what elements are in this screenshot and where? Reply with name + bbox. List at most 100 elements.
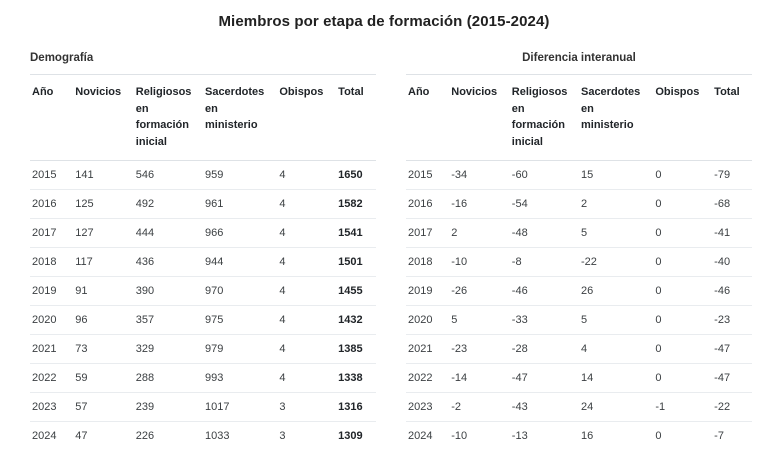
column-header: Obispos: [277, 74, 337, 161]
value-cell: 14: [578, 363, 654, 393]
value-cell: -43: [509, 392, 579, 422]
table-row: 2016 -16 -54 2 0 -68: [406, 189, 752, 219]
year-cell: 2017: [30, 218, 74, 248]
value-cell: -47: [712, 334, 752, 364]
demografia-table-header: Año Novicios Religiosos en formación inici…: [30, 74, 376, 161]
value-cell: 4: [578, 334, 654, 364]
page-title: Miembros por etapa de formación (2015-20…: [218, 13, 550, 30]
value-cell: 329: [133, 334, 203, 364]
table-row: 2024 47 226 1033 3 1309: [30, 421, 376, 450]
table-row: 2018 -10 -8 -22 0 -40: [406, 247, 752, 277]
value-cell: 0: [653, 421, 713, 450]
value-cell: 3: [277, 392, 337, 422]
year-cell: 2016: [30, 189, 74, 219]
diferencia-table-header: Año Novicios Religiosos en formación inici…: [406, 74, 752, 161]
value-cell: 73: [73, 334, 134, 364]
year-cell: 2016: [406, 189, 450, 219]
value-cell: 1385: [336, 334, 376, 364]
table-row: 2023 -2 -43 24 -1 -22: [406, 392, 752, 422]
table-row: 2021 73 329 979 4 1385: [30, 334, 376, 364]
table-row: 2015 141 546 959 4 1650: [30, 160, 376, 190]
table-row: 2018 117 436 944 4 1501: [30, 247, 376, 277]
value-cell: 3: [277, 421, 337, 450]
table-row: 2022 -14 -47 14 0 -47: [406, 363, 752, 393]
column-header: Año: [30, 74, 74, 161]
value-cell: -23: [712, 305, 752, 335]
year-cell: 2021: [30, 334, 74, 364]
value-cell: -22: [712, 392, 752, 422]
value-cell: 117: [73, 247, 134, 277]
value-cell: 4: [277, 247, 337, 277]
value-cell: -7: [712, 421, 752, 450]
value-cell: 4: [277, 160, 337, 190]
value-cell: -79: [712, 160, 752, 190]
value-cell: 2: [449, 218, 510, 248]
value-cell: 1455: [336, 276, 376, 306]
table-row: 2017 2 -48 5 0 -41: [406, 218, 752, 248]
value-cell: 4: [277, 218, 337, 248]
value-cell: -23: [449, 334, 510, 364]
demografia-table-body: 2015 141 546 959 4 1650 2016 125 492 961 4 1582 2017…: [30, 160, 376, 450]
value-cell: 4: [277, 305, 337, 335]
value-cell: 4: [277, 363, 337, 393]
value-cell: 226: [133, 421, 203, 450]
column-header: Sacerdotes en ministerio: [578, 74, 654, 161]
value-cell: 57: [73, 392, 134, 422]
value-cell: 26: [578, 276, 654, 306]
value-cell: -10: [449, 421, 510, 450]
value-cell: 975: [202, 305, 278, 335]
diferencia-section: Diferencia interanual Año Novicios Religio…: [406, 52, 752, 450]
value-cell: 1338: [336, 363, 376, 393]
value-cell: 0: [653, 276, 713, 306]
year-cell: 2022: [30, 363, 74, 393]
table-row: 2022 59 288 993 4 1338: [30, 363, 376, 393]
year-cell: 2019: [406, 276, 450, 306]
value-cell: 5: [578, 218, 654, 248]
value-cell: 15: [578, 160, 654, 190]
column-header: Año: [406, 74, 450, 161]
value-cell: 4: [277, 334, 337, 364]
value-cell: -34: [449, 160, 510, 190]
value-cell: -26: [449, 276, 510, 306]
value-cell: 59: [73, 363, 134, 393]
table-row: 2019 -26 -46 26 0 -46: [406, 276, 752, 306]
column-header: Total: [336, 74, 376, 161]
value-cell: 993: [202, 363, 278, 393]
value-cell: 1017: [202, 392, 278, 422]
column-header: Total: [712, 74, 752, 161]
table-row: 2024 -10 -13 16 0 -7: [406, 421, 752, 450]
value-cell: 127: [73, 218, 134, 248]
year-cell: 2020: [30, 305, 74, 335]
value-cell: 0: [653, 189, 713, 219]
value-cell: 47: [73, 421, 134, 450]
year-cell: 2018: [406, 247, 450, 277]
column-header: Religiosos en formación inicial: [509, 74, 579, 161]
year-cell: 2024: [30, 421, 74, 450]
value-cell: 1650: [336, 160, 376, 190]
value-cell: 546: [133, 160, 203, 190]
value-cell: 357: [133, 305, 203, 335]
value-cell: 0: [653, 334, 713, 364]
value-cell: 390: [133, 276, 203, 306]
value-cell: -46: [712, 276, 752, 306]
year-cell: 2022: [406, 363, 450, 393]
value-cell: 1432: [336, 305, 376, 335]
year-cell: 2023: [406, 392, 450, 422]
value-cell: 444: [133, 218, 203, 248]
value-cell: 966: [202, 218, 278, 248]
value-cell: 0: [653, 363, 713, 393]
value-cell: 1316: [336, 392, 376, 422]
value-cell: 1541: [336, 218, 376, 248]
column-header: Sacerdotes en ministerio: [202, 74, 278, 161]
year-cell: 2021: [406, 334, 450, 364]
value-cell: 96: [73, 305, 134, 335]
demografia-section-title: Demografía: [30, 52, 94, 64]
value-cell: -13: [509, 421, 579, 450]
value-cell: -47: [509, 363, 579, 393]
value-cell: -2: [449, 392, 510, 422]
value-cell: 961: [202, 189, 278, 219]
value-cell: 5: [449, 305, 510, 335]
value-cell: -41: [712, 218, 752, 248]
table-row: 2020 96 357 975 4 1432: [30, 305, 376, 335]
value-cell: -54: [509, 189, 579, 219]
